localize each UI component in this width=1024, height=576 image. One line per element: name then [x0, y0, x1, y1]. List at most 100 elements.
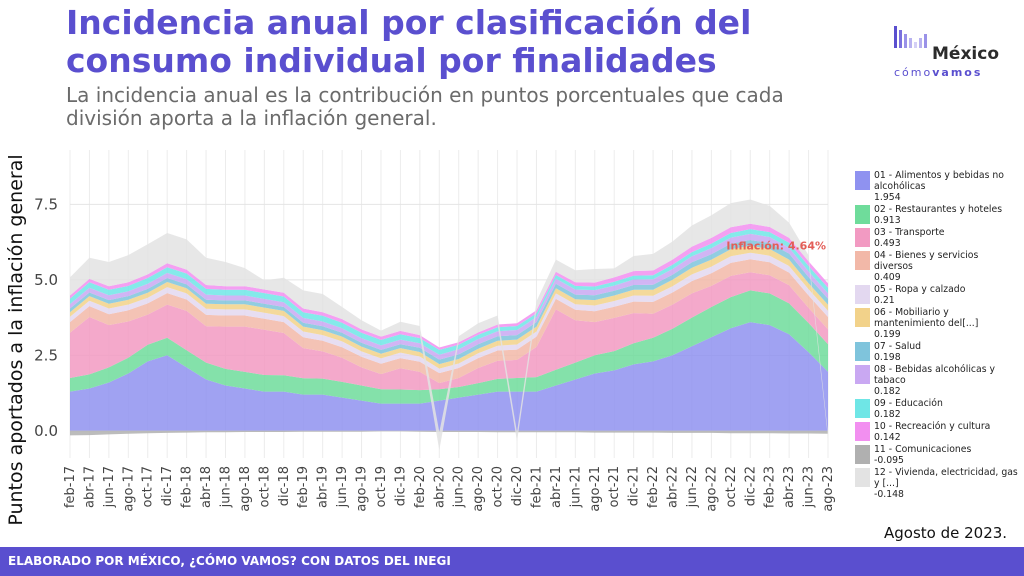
x-tick-label: abr-23 — [782, 466, 797, 508]
x-tick-label: oct-17 — [141, 466, 156, 507]
x-tick-label: oct-22 — [724, 466, 739, 507]
legend-item: 10 - Recreación y cultura 0.142 — [855, 421, 1020, 443]
x-tick-label: ago-21 — [588, 466, 603, 512]
area-series-12 — [70, 199, 828, 451]
x-tick-label: feb-22 — [646, 466, 661, 508]
legend-value: 0.21 — [874, 295, 895, 306]
incidence-chart: 0.0 2.5 5.0 7.5 feb-17 abr-17 jun-17 ago-17 oct… — [5, 150, 836, 526]
legend-swatch — [855, 171, 870, 190]
legend-value: 0.409 — [874, 272, 901, 283]
x-tick-label: oct-18 — [257, 466, 272, 507]
legend-value: 0.913 — [874, 215, 901, 226]
legend-value: 0.142 — [874, 432, 901, 443]
x-tick-label: feb-23 — [763, 466, 778, 508]
area-series-5 — [70, 252, 828, 374]
legend-item: 01 - Alimentos y bebidas no alcohólicas 1… — [855, 170, 1020, 203]
x-tick-label: ago-19 — [355, 466, 370, 512]
legend-swatch — [855, 342, 870, 361]
x-tick-label: feb-20 — [413, 466, 428, 508]
x-tick-label: oct-20 — [491, 466, 506, 507]
footer-credit: ELABORADO POR MÉXICO, ¿CÓMO VAMOS? CON D… — [8, 554, 451, 568]
x-tick-label: ago-17 — [121, 466, 136, 512]
legend-value: 0.199 — [874, 329, 901, 340]
logo-sub-a: cómo — [894, 66, 933, 79]
legend-swatch — [855, 365, 870, 384]
footer-bar: ELABORADO POR MÉXICO, ¿CÓMO VAMOS? CON D… — [0, 547, 1024, 576]
y-axis-ticks: 0.0 2.5 5.0 7.5 — [34, 195, 58, 439]
legend-label: 03 - Transporte — [874, 227, 945, 238]
legend-value: -0.095 — [874, 455, 904, 466]
x-tick-label: ago-23 — [821, 466, 836, 512]
area-series-8 — [70, 233, 828, 360]
x-tick-label: feb-21 — [530, 466, 545, 508]
area-series-4 — [70, 259, 828, 384]
legend-label: 01 - Alimentos y bebidas no alcohólicas — [874, 170, 1004, 192]
x-tick-label: dic-20 — [510, 466, 525, 506]
legend-label: 02 - Restaurantes y hoteles — [874, 204, 1003, 215]
x-tick-label: jun-21 — [568, 466, 583, 508]
legend-item: 04 - Bienes y servicios diversos 0.409 — [855, 250, 1020, 283]
legend-item: 07 - Salud 0.198 — [855, 341, 1020, 363]
area-series-6 — [70, 245, 828, 369]
x-tick-label: abr-22 — [666, 466, 681, 508]
legend-swatch — [855, 228, 870, 247]
x-tick-label: abr-20 — [432, 466, 447, 508]
legend-value: 1.954 — [874, 192, 901, 203]
x-tick-label: abr-18 — [199, 466, 214, 508]
x-tick-label: feb-17 — [63, 466, 78, 508]
legend-swatch — [855, 468, 870, 487]
inflation-annotation: Inflación: 4.64% — [726, 240, 826, 253]
x-tick-label: abr-21 — [549, 466, 564, 508]
x-tick-label: ago-20 — [471, 466, 486, 512]
date-note: Agosto de 2023. — [884, 524, 1008, 542]
x-tick-label: abr-19 — [316, 466, 331, 508]
x-tick-label: dic-19 — [393, 466, 408, 506]
area-series-7 — [70, 240, 828, 365]
x-tick-label: oct-19 — [374, 466, 389, 507]
legend-item: 11 - Comunicaciones -0.095 — [855, 444, 1020, 466]
stacked-areas — [70, 199, 828, 451]
area-series-11 — [70, 430, 828, 436]
area-series-2 — [70, 290, 828, 404]
legend-value: -0.148 — [874, 489, 904, 500]
legend-value: 0.182 — [874, 386, 901, 397]
legend-swatch — [855, 399, 870, 418]
legend-label: 05 - Ropa y calzado — [874, 284, 966, 295]
legend-swatch — [855, 205, 870, 224]
x-tick-label: jun-19 — [335, 466, 350, 508]
legend-swatch — [855, 251, 870, 270]
legend-value: 0.493 — [874, 238, 901, 249]
x-tick-label: dic-22 — [743, 466, 758, 506]
legend-swatch — [855, 308, 870, 327]
logo-main-text: México — [932, 44, 999, 64]
bars-logo-icon — [894, 26, 927, 48]
x-tick-label: dic-21 — [627, 466, 642, 506]
x-tick-label: dic-18 — [277, 466, 292, 506]
legend-item: 08 - Bebidas alcohólicas y tabaco 0.182 — [855, 364, 1020, 397]
x-tick-label: feb-18 — [180, 466, 195, 508]
x-tick-label: oct-21 — [607, 466, 622, 507]
x-tick-label: jun-23 — [802, 466, 817, 508]
x-tick-label: jun-18 — [219, 466, 234, 508]
legend-label: 09 - Educación — [874, 398, 943, 409]
legend-label: 04 - Bienes y servicios diversos — [874, 250, 979, 272]
legend-label: 12 - Vivienda, electricidad, gas y [...] — [874, 467, 1018, 489]
x-tick-label: dic-17 — [160, 466, 175, 506]
mexico-como-vamos-logo: México cómovamos — [890, 24, 1010, 84]
x-tick-label: ago-22 — [704, 466, 719, 512]
x-tick-label: feb-19 — [296, 466, 311, 508]
area-series-1 — [70, 322, 828, 431]
area-series-3 — [70, 272, 828, 391]
y-tick-label: 5.0 — [34, 271, 58, 289]
x-tick-label: abr-17 — [82, 466, 97, 508]
legend-item: 12 - Vivienda, electricidad, gas y [...]… — [855, 467, 1020, 500]
area-series-9 — [70, 229, 828, 355]
legend: 01 - Alimentos y bebidas no alcohólicas 1… — [855, 170, 1020, 501]
legend-item: 02 - Restaurantes y hoteles 0.913 — [855, 204, 1020, 226]
page-subtitle: La incidencia anual es la contribución e… — [66, 83, 784, 130]
area-series-10 — [70, 223, 828, 350]
logo-sub-text: cómovamos — [894, 66, 982, 79]
legend-item: 06 - Mobiliario y mantenimiento del[...]… — [855, 307, 1020, 340]
x-tick-label: jun-20 — [452, 466, 467, 508]
legend-value: 0.182 — [874, 409, 901, 420]
